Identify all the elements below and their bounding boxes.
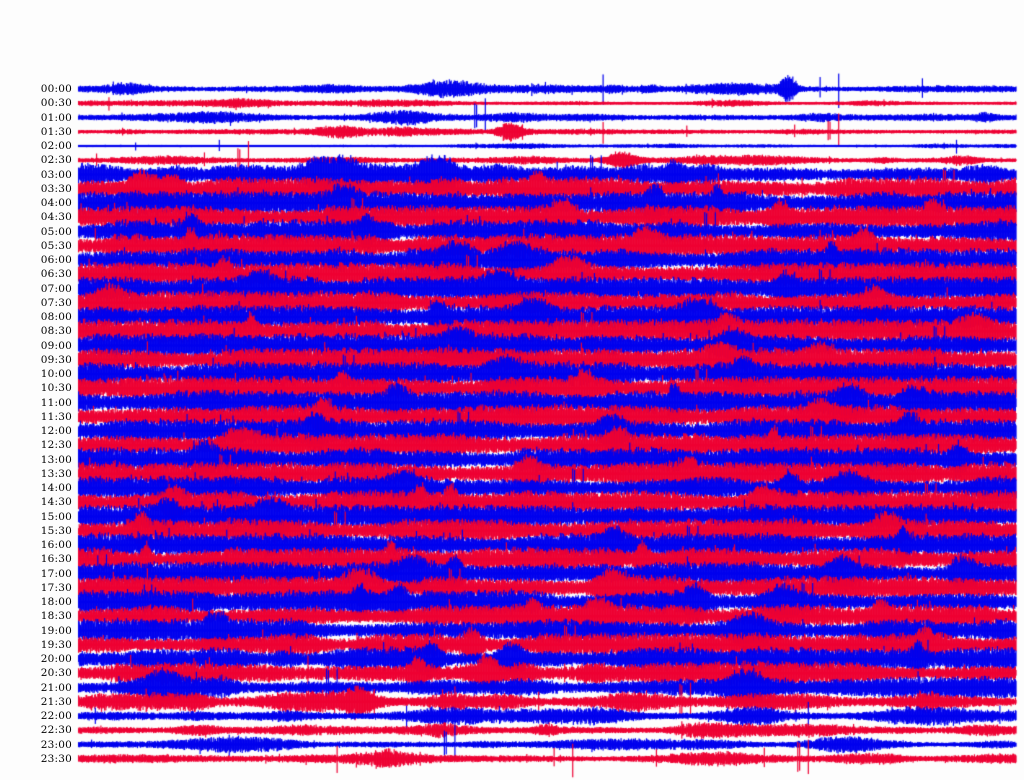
time-tick-label: 06:30 [40, 268, 72, 281]
time-tick-label: 16:30 [40, 553, 72, 566]
time-tick-label: 08:30 [40, 325, 72, 338]
time-tick-label: 17:30 [40, 581, 72, 594]
time-tick-label: 15:00 [40, 510, 72, 523]
time-tick-label: 14:00 [40, 482, 72, 494]
time-tick-label: 23:00 [40, 738, 72, 751]
time-tick-label: 04:30 [40, 211, 72, 224]
time-tick-label: 03:00 [40, 168, 72, 181]
time-tick-label: 20:00 [40, 653, 72, 665]
time-tick-label: 04:00 [40, 197, 72, 209]
time-tick-label: 10:00 [40, 368, 72, 380]
time-tick-label: 20:30 [40, 667, 72, 680]
time-tick-label: 23:30 [40, 752, 72, 765]
time-tick-label: 00:30 [40, 97, 72, 110]
time-tick-label: 14:30 [40, 496, 72, 509]
time-tick-label: 18:30 [40, 610, 72, 623]
time-tick-label: 22:30 [40, 724, 72, 737]
time-tick-label: 09:00 [40, 339, 72, 352]
time-tick-label: 03:30 [40, 182, 72, 195]
time-tick-label: 11:00 [40, 396, 72, 409]
time-tick-label: 07:30 [40, 296, 72, 309]
time-tick-label: 16:00 [40, 539, 72, 551]
time-tick-label: 18:00 [40, 596, 72, 608]
time-tick-label: 11:30 [40, 410, 72, 423]
time-tick-label: 09:30 [40, 353, 72, 366]
time-tick-label: 12:30 [40, 439, 72, 452]
time-tick-label: 13:30 [40, 467, 72, 480]
time-tick-label: 02:00 [40, 140, 72, 152]
time-tick-label: 07:00 [40, 282, 72, 295]
time-tick-label: 06:00 [40, 254, 72, 266]
time-tick-label: 22:00 [40, 710, 72, 722]
time-tick-label: 19:30 [40, 638, 72, 651]
time-tick-label: 01:30 [40, 125, 72, 138]
time-tick-label: 05:00 [40, 225, 72, 238]
time-tick-label: 10:30 [40, 382, 72, 395]
time-tick-label: 17:00 [40, 567, 72, 580]
time-tick-label: 12:00 [40, 425, 72, 437]
time-tick-label: 02:30 [40, 154, 72, 167]
time-tick-label: 21:00 [40, 681, 72, 694]
time-tick-label: 19:00 [40, 624, 72, 637]
time-tick-label: 15:30 [40, 524, 72, 537]
time-tick-label: 00:00 [40, 83, 72, 95]
time-axis: 00:00 00:30 01:00 01:30 02:00 02:30 03:00 03:30… [0, 0, 76, 780]
time-tick-label: 01:00 [40, 111, 72, 124]
time-tick-label: 05:30 [40, 239, 72, 252]
time-tick-label: 13:00 [40, 453, 72, 466]
time-tick-label: 08:00 [40, 311, 72, 323]
time-tick-label: 21:30 [40, 695, 72, 708]
